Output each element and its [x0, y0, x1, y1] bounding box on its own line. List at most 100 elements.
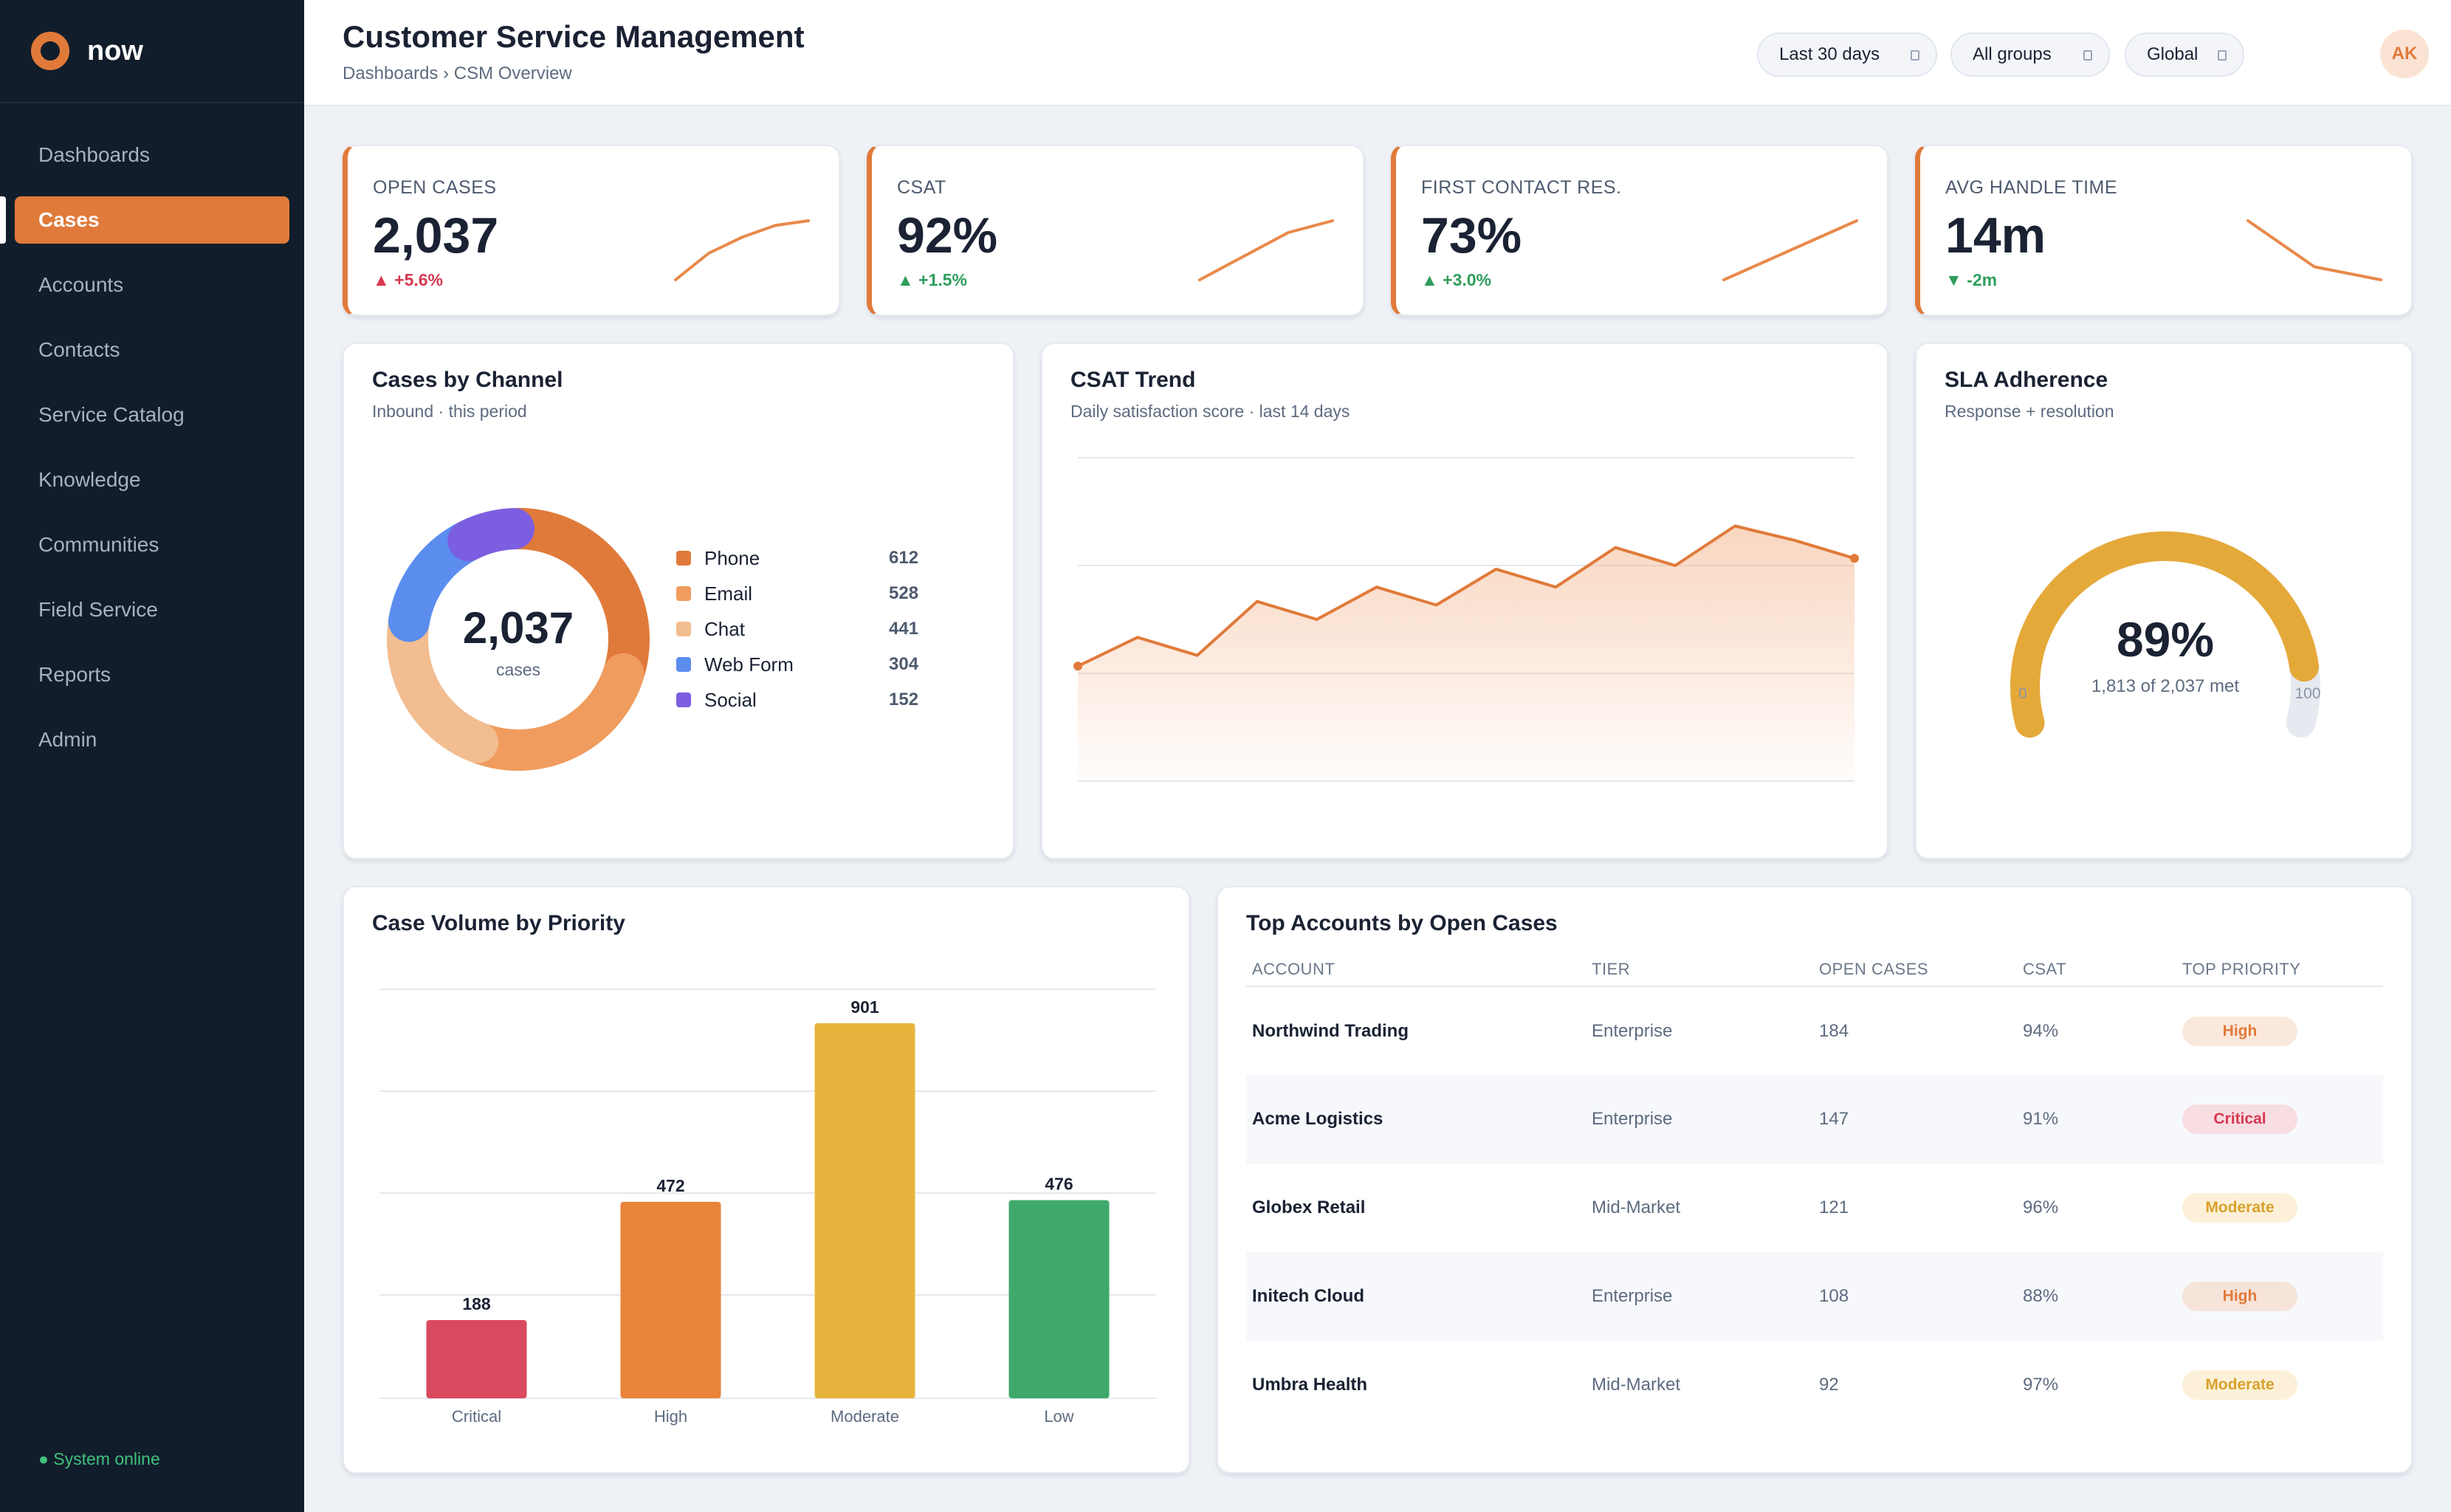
- sidebar-item-cases[interactable]: Cases: [0, 196, 289, 244]
- legend-value: 528: [889, 583, 919, 603]
- priority-cell: Critical: [2176, 1075, 2383, 1164]
- header: Customer Service Management Dashboards ›…: [304, 0, 2451, 106]
- card-subtitle: Inbound · this period: [372, 402, 527, 421]
- legend-item[interactable]: Email 528: [676, 579, 918, 608]
- csat-value: 96%: [2023, 1197, 2059, 1217]
- account-tier: Mid-Market: [1592, 1197, 1681, 1217]
- date-range-filter[interactable]: Last 30 days: [1757, 32, 1937, 77]
- sidebar-item-communities[interactable]: Communities: [38, 533, 159, 556]
- sidebar-item-admin[interactable]: Admin: [38, 728, 97, 751]
- table-row[interactable]: Northwind Trading Enterprise 184 94% Hig…: [1246, 986, 2383, 1075]
- card-title: Top Accounts by Open Cases: [1246, 911, 1558, 935]
- account-name[interactable]: Globex Retail: [1252, 1197, 1366, 1217]
- column-header[interactable]: OPEN CASES: [1813, 952, 2017, 987]
- sla-gauge: [2010, 531, 2320, 738]
- sidebar-item-accounts[interactable]: Accounts: [38, 273, 124, 296]
- sidebar-item-service-catalog[interactable]: Service Catalog: [38, 403, 185, 426]
- legend-swatch: [676, 693, 691, 707]
- bar-category-label: Moderate: [831, 1407, 899, 1426]
- kpi-sparkline: [1722, 219, 1858, 281]
- kpi-label: OPEN CASES: [373, 177, 497, 198]
- kpi-card-open-cases[interactable]: OPEN CASES 2,037 ▲ +5.6%: [343, 145, 840, 316]
- top-accounts-card: Top Accounts by Open Cases ACCOUNT TIER …: [1217, 886, 2413, 1474]
- breadcrumb[interactable]: Dashboards › CSM Overview: [343, 63, 572, 83]
- priority-badge: Critical: [2182, 1104, 2297, 1134]
- sidebar-item-dashboards[interactable]: Dashboards: [38, 143, 150, 166]
- legend-item[interactable]: Phone 612: [676, 543, 918, 573]
- bar-value-label: 472: [656, 1176, 684, 1195]
- avatar[interactable]: AK: [2380, 30, 2429, 78]
- priority-cell: High: [2176, 1252, 2383, 1341]
- kpi-card-csat[interactable]: CSAT 92% ▲ +1.5%: [867, 145, 1364, 316]
- kpi-delta: ▲ +1.5%: [897, 270, 968, 289]
- bar-low[interactable]: [1008, 1200, 1110, 1398]
- card-subtitle: Response + resolution: [1945, 402, 2114, 421]
- donut-slice-chat[interactable]: [375, 496, 662, 783]
- kpi-card-first-contact-resolution[interactable]: FIRST CONTACT RES. 73% ▲ +3.0%: [1391, 145, 1888, 316]
- table-row[interactable]: Globex Retail Mid-Market 121 96% Moderat…: [1246, 1164, 2383, 1252]
- account-name[interactable]: Northwind Trading: [1252, 1020, 1409, 1041]
- bar-critical[interactable]: [426, 1320, 527, 1398]
- scope-filter[interactable]: Global: [2125, 32, 2244, 77]
- sidebar: now Dashboards Cases Accounts Contacts S…: [0, 0, 304, 1512]
- column-header[interactable]: ACCOUNT: [1246, 952, 1586, 987]
- card-title: Cases by Channel: [372, 368, 563, 392]
- cases-by-channel-card: Cases by Channel Inbound · this period 2…: [343, 343, 1014, 859]
- priority-cell: Moderate: [2176, 1341, 2383, 1429]
- csat-trend-chart: [1073, 457, 1859, 782]
- trend-area: [1078, 526, 1854, 781]
- sidebar-item-contacts[interactable]: Contacts: [38, 338, 120, 361]
- open-cases: 121: [1819, 1197, 1849, 1217]
- sidebar-item-knowledge[interactable]: Knowledge: [38, 468, 141, 491]
- kpi-sparkline: [1198, 219, 1334, 281]
- priority-badge: High: [2182, 1282, 2297, 1311]
- account-name[interactable]: Acme Logistics: [1246, 1075, 1586, 1164]
- csat-trend-card: CSAT Trend Daily satisfaction score · la…: [1041, 343, 1888, 859]
- bar-value-label: 476: [1045, 1175, 1073, 1194]
- table-row[interactable]: Umbra Health Mid-Market 92 97% Moderate: [1246, 1341, 2383, 1429]
- column-header[interactable]: CSAT: [2017, 952, 2176, 987]
- legend-item[interactable]: Chat 441: [676, 614, 918, 644]
- kpi-card-avg-handle-time[interactable]: AVG HANDLE TIME 14m ▼ -2m: [1915, 145, 2413, 316]
- kpi-value: 92%: [897, 207, 998, 264]
- open-cases: 92: [1819, 1375, 1839, 1395]
- groups-filter[interactable]: All groups: [1950, 32, 2110, 77]
- sla-adherence-card: SLA Adherence Response + resolution 89% …: [1915, 343, 2413, 859]
- csat-value: 94%: [2023, 1020, 2059, 1041]
- brand[interactable]: now: [0, 0, 304, 103]
- legend-value: 441: [889, 619, 919, 639]
- account-name[interactable]: Initech Cloud: [1246, 1252, 1586, 1341]
- bar-value-label: 188: [462, 1294, 491, 1313]
- table-row[interactable]: Acme Logistics Enterprise 147 91% Critic…: [1246, 1075, 2383, 1164]
- trend-line: [1077, 524, 1855, 668]
- card-title: SLA Adherence: [1945, 368, 2108, 392]
- sidebar-item-reports[interactable]: Reports: [38, 663, 111, 686]
- donut-slice-web-form[interactable]: [387, 508, 650, 771]
- sla-detail: 1,813 of 2,037 met: [2091, 676, 2240, 696]
- accounts-table: ACCOUNT TIER OPEN CASES CSAT TOP PRIORIT…: [1246, 952, 2383, 1429]
- trend-point[interactable]: [1073, 662, 1082, 671]
- open-cases: 184: [1819, 1020, 1849, 1041]
- priority-badge: Moderate: [2182, 1370, 2297, 1400]
- csat-value: 91%: [2017, 1075, 2176, 1164]
- dropdown-icon: [1911, 50, 1919, 61]
- trend-point[interactable]: [1850, 554, 1859, 563]
- donut-slice-social[interactable]: [371, 492, 666, 787]
- dropdown-icon: [2218, 50, 2227, 61]
- priority-badge: High: [2182, 1016, 2297, 1046]
- bar-value-label: 901: [850, 997, 879, 1017]
- bar-high[interactable]: [620, 1201, 721, 1398]
- legend-item[interactable]: Web Form 304: [676, 650, 918, 679]
- account-name[interactable]: Umbra Health: [1252, 1375, 1368, 1395]
- column-header[interactable]: TIER: [1586, 952, 1813, 987]
- sidebar-item-field-service[interactable]: Field Service: [38, 598, 158, 621]
- scope-label: Global: [2147, 44, 2199, 64]
- priority-cell: High: [2176, 986, 2383, 1075]
- table-row[interactable]: Initech Cloud Enterprise 108 88% High: [1246, 1252, 2383, 1341]
- bar-moderate[interactable]: [814, 1023, 915, 1398]
- legend-item[interactable]: Social 152: [676, 685, 918, 715]
- column-header[interactable]: TOP PRIORITY: [2176, 952, 2383, 987]
- groups-label: All groups: [1973, 44, 2052, 64]
- account-tier: Enterprise: [1586, 1252, 1813, 1341]
- csat-value: 88%: [2017, 1252, 2176, 1341]
